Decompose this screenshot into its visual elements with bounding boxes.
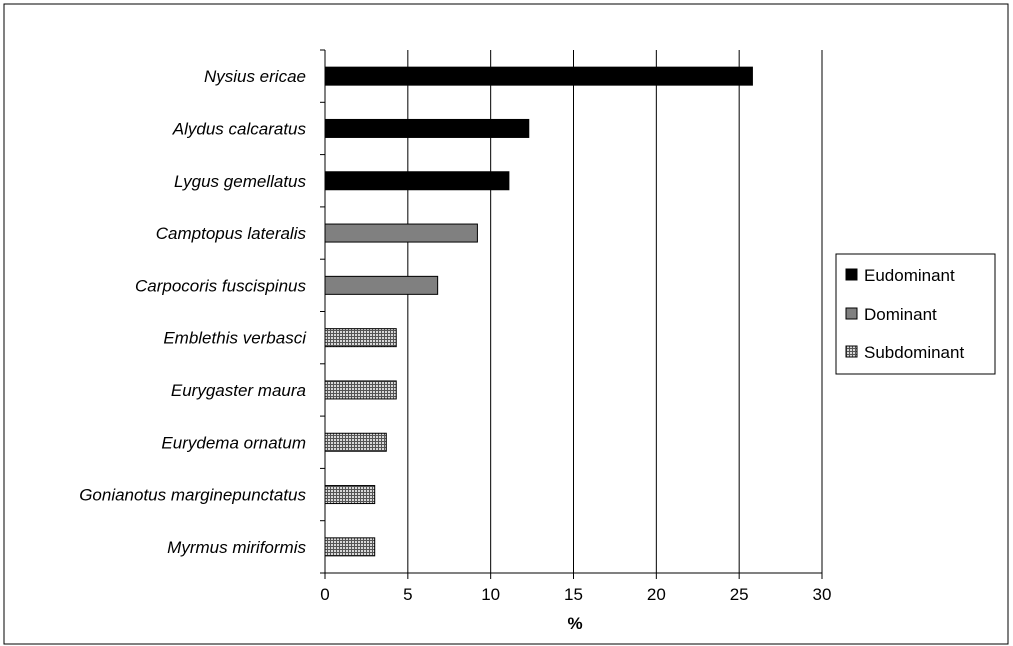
bar — [324, 328, 397, 348]
category-label: Emblethis verbasci — [163, 329, 307, 348]
legend: Eudominant Dominant Subdominant — [835, 253, 996, 375]
legend-box — [835, 253, 996, 375]
legend-label-eudominant: Eudominant — [864, 266, 955, 285]
legend-swatch-subdominant — [845, 345, 858, 358]
category-label: Nysius ericae — [204, 67, 306, 86]
category-label: Alydus calcaratus — [172, 119, 307, 138]
category-label: Carpocoris fuscispinus — [135, 276, 307, 295]
legend-swatch-eudominant — [845, 268, 858, 281]
bar — [324, 223, 478, 243]
bar — [324, 485, 376, 505]
category-label: Camptopus lateralis — [156, 224, 307, 243]
x-tick-label: 10 — [481, 585, 500, 604]
x-tick-label: 20 — [647, 585, 666, 604]
category-label: Gonianotus marginepunctatus — [79, 486, 306, 505]
category-label: Lygus gemellatus — [174, 172, 306, 191]
bar — [324, 275, 439, 295]
bar — [324, 118, 530, 138]
x-tick-label: 0 — [320, 585, 329, 604]
category-label: Eurydema ornatum — [161, 433, 306, 452]
axes — [320, 49, 823, 579]
x-tick-label: 30 — [813, 585, 832, 604]
legend-swatch-dominant — [845, 307, 858, 320]
bars — [324, 66, 753, 557]
x-tick-label: 25 — [730, 585, 749, 604]
bar — [324, 432, 387, 452]
x-tick-label: 15 — [564, 585, 583, 604]
bar — [324, 537, 376, 557]
bar — [324, 66, 753, 86]
category-labels: Nysius ericae Alydus calcaratus Lygus geme… — [79, 67, 307, 557]
category-label: Myrmus miriformis — [167, 538, 306, 557]
legend-label-subdominant: Subdominant — [864, 343, 964, 362]
category-label: Eurygaster maura — [171, 381, 306, 400]
x-tick-label: 5 — [403, 585, 412, 604]
x-axis-title: % — [567, 614, 582, 633]
legend-label-dominant: Dominant — [864, 305, 937, 324]
bar — [324, 171, 510, 191]
bar — [324, 380, 397, 400]
x-tick-labels: 0 5 10 15 20 25 30 — [320, 585, 831, 604]
